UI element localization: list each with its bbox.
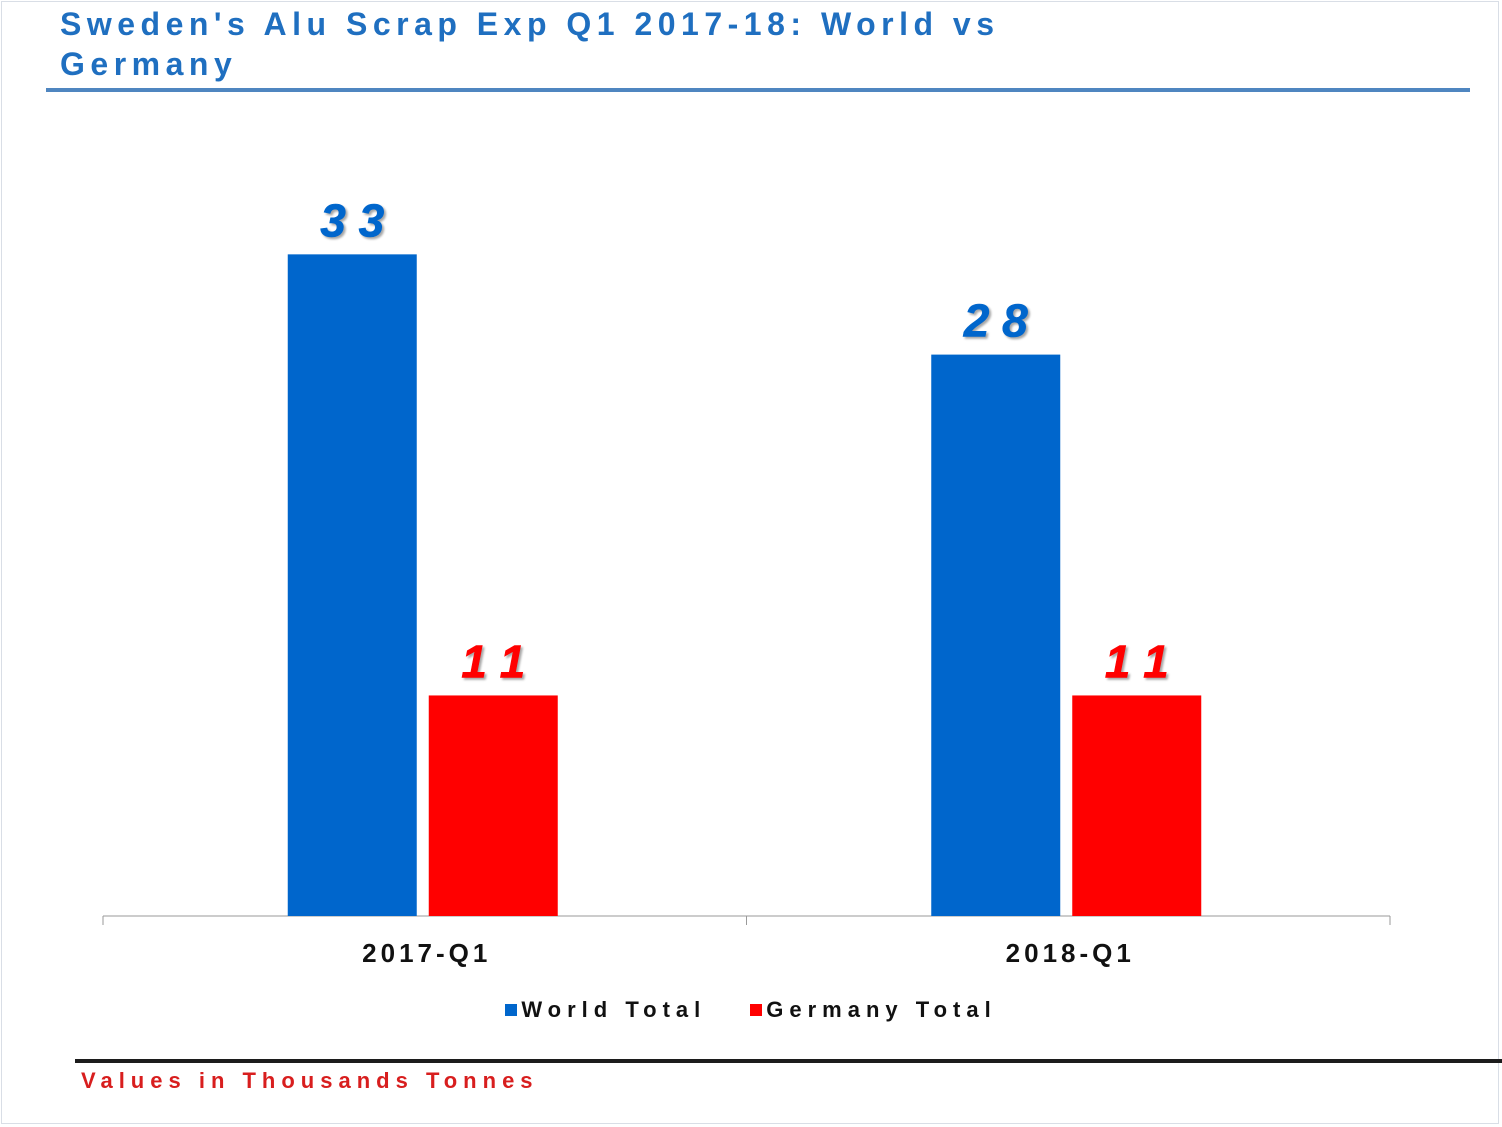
data-label-germany-2017-Q1: 1 1	[461, 635, 525, 687]
footer-rule	[75, 1059, 1502, 1063]
legend-swatch-world	[505, 1004, 518, 1016]
chart-legend: World Total Germany Total	[0, 996, 1502, 1024]
chart-title: Sweden's Alu Scrap Exp Q1 2017-18: World…	[60, 6, 1000, 82]
legend-label-world: World Total	[521, 997, 707, 1022]
x-tick-label-2017-Q1: 2017-Q1	[362, 938, 491, 968]
units-footnote: Values in Thousands Tonnes	[81, 1068, 539, 1093]
bar-world-2018-Q1	[931, 354, 1061, 917]
legend-item-germany: Germany Total	[750, 997, 996, 1023]
legend-item-world: World Total	[505, 997, 706, 1023]
title-underline	[46, 88, 1470, 92]
legend-swatch-germany	[750, 1004, 763, 1016]
bar-germany-2017-Q1	[428, 695, 558, 916]
legend-label-germany: Germany Total	[766, 997, 997, 1022]
data-label-germany-2018-Q1: 1 1	[1105, 635, 1169, 687]
bar-world-2017-Q1	[287, 254, 417, 917]
data-label-world-2018-Q1: 2 8	[963, 295, 1028, 347]
x-tick-label-2018-Q1: 2018-Q1	[1006, 938, 1135, 968]
data-label-world-2017-Q1: 3 3	[320, 194, 384, 246]
bar-germany-2018-Q1	[1072, 695, 1202, 916]
